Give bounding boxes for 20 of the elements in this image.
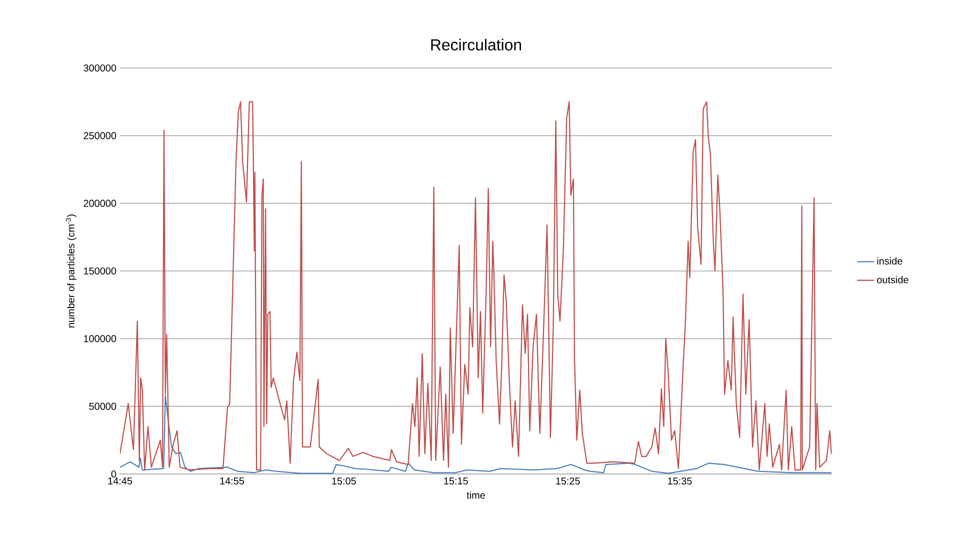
x-tick-label: 14:45	[108, 478, 132, 484]
x-tick-label: 15:35	[668, 478, 692, 485]
legend-label: inside	[877, 257, 902, 265]
x-tick-label: 15:15	[444, 478, 468, 484]
legend-label: outside	[877, 276, 908, 284]
line-series	[120, 394, 832, 474]
x-tick-label: 15:05	[332, 478, 356, 485]
y-tick-label: 100000	[84, 335, 116, 342]
y-tick-label: 300000	[84, 64, 116, 72]
x-axis-title: time	[466, 491, 485, 499]
y-tick-label: 150000	[84, 267, 116, 275]
x-tick-label: 14:55	[220, 478, 244, 484]
chart-title: Recirculation	[431, 38, 522, 50]
y-tick-label: 200000	[84, 200, 116, 207]
line-series	[120, 101, 832, 470]
x-tick-label: 15:25	[556, 478, 580, 485]
y-axis-title: number of particles (cm$^{-3}$)	[66, 214, 76, 328]
y-tick-label: 50000	[89, 402, 116, 410]
y-tick-label: 0	[111, 470, 116, 478]
y-tick-label: 250000	[84, 132, 116, 140]
